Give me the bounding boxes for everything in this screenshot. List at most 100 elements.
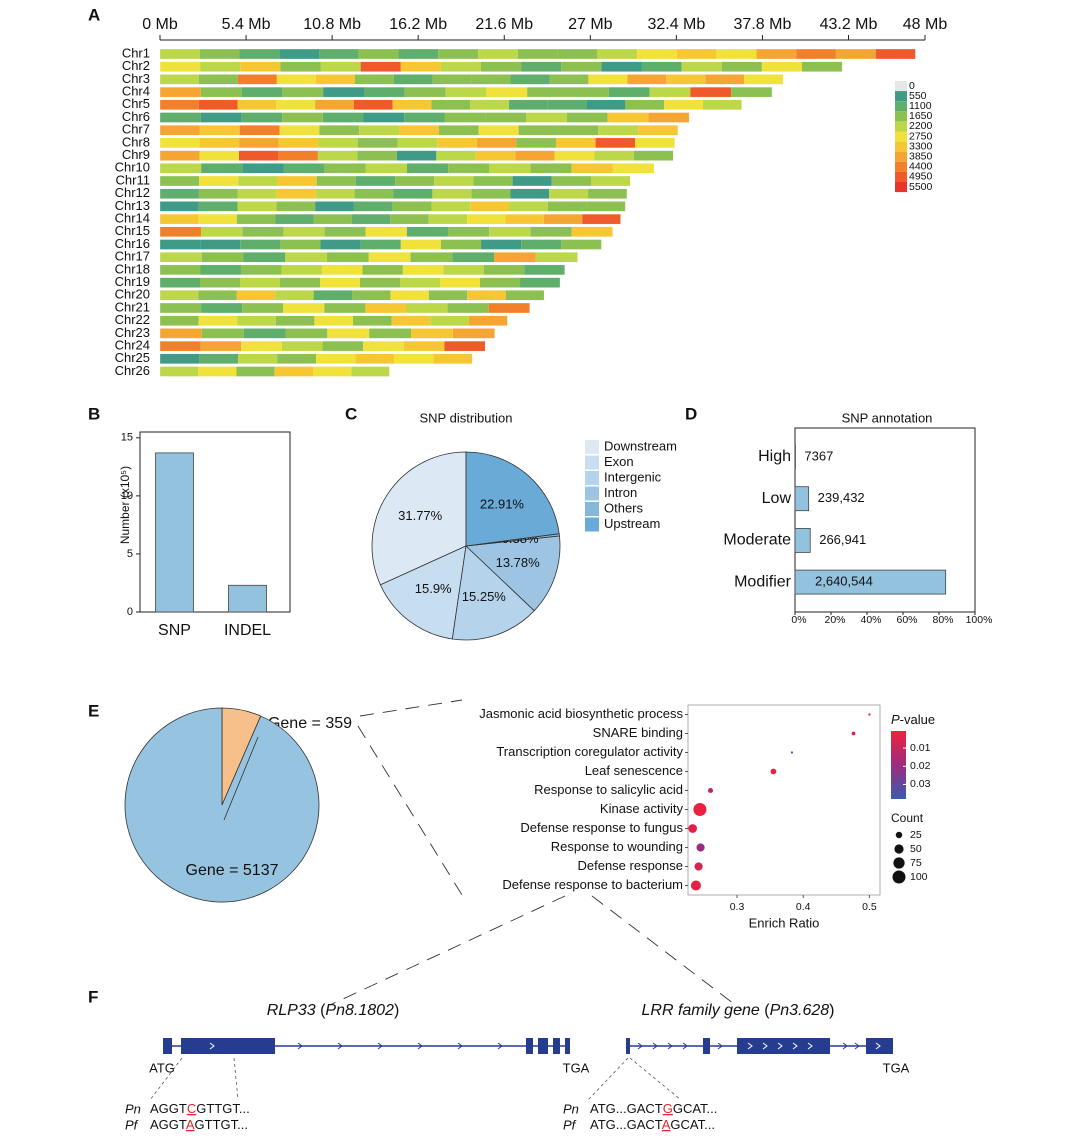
density-cell	[358, 49, 399, 59]
sequence-part: AGGT	[150, 1117, 187, 1132]
bar	[794, 569, 947, 595]
legend-swatch	[585, 517, 599, 532]
legend-swatch	[895, 131, 907, 142]
density-cell	[283, 163, 325, 174]
chromosome-extent	[159, 74, 784, 85]
legend-label: 1100	[909, 100, 932, 112]
density-cell	[160, 353, 200, 364]
density-cell	[637, 49, 677, 59]
chromosome-label: Chr20	[115, 287, 150, 302]
bar	[794, 528, 811, 553]
density-cell	[431, 99, 471, 110]
chromosome-label: Chr6	[122, 109, 150, 124]
density-cell	[473, 176, 513, 186]
density-cell	[731, 87, 772, 98]
dot	[694, 862, 703, 871]
panel-label: D	[685, 404, 697, 423]
density-cell	[359, 125, 400, 136]
density-cell	[237, 201, 277, 212]
zoom-line	[359, 699, 463, 717]
density-cell	[237, 99, 277, 110]
legend-label: Intergenic	[604, 469, 662, 484]
y-tick-label: 10	[121, 490, 133, 502]
density-cell	[648, 112, 690, 123]
density-cell	[430, 315, 469, 326]
density-cell	[238, 353, 278, 364]
density-cell	[241, 87, 283, 98]
term-label: Defense response to bacterium	[502, 877, 683, 892]
title-part: (	[316, 1002, 326, 1019]
density-cell	[666, 74, 706, 85]
intron-arrow	[377, 1042, 383, 1050]
density-cell	[160, 226, 202, 237]
dot	[790, 751, 794, 754]
density-cell	[567, 112, 608, 123]
density-cell	[440, 277, 481, 288]
density-cell	[505, 290, 545, 301]
density-cell	[638, 125, 678, 136]
chromosome-extent	[159, 188, 628, 199]
density-cell	[551, 176, 591, 186]
density-cell	[588, 74, 628, 85]
count-label: 2,640,544	[815, 574, 873, 589]
density-cell	[357, 137, 398, 148]
chromosome-extent	[159, 201, 626, 212]
bar	[155, 452, 194, 613]
density-cell	[835, 49, 876, 59]
zoom-line	[357, 725, 463, 896]
density-cell	[520, 277, 561, 288]
legend-label: 1650	[909, 110, 933, 122]
intron-arrow	[652, 1042, 658, 1050]
density-cell	[160, 112, 201, 123]
sequence-part: GCAT...	[670, 1117, 715, 1132]
density-cell	[280, 61, 321, 72]
density-cell	[369, 328, 412, 339]
density-cell	[201, 328, 244, 339]
density-cell	[521, 239, 562, 250]
density-cell	[160, 214, 199, 225]
density-cell	[633, 150, 674, 161]
chromosome-label: Chr17	[115, 249, 150, 264]
species-label: Pf	[563, 1117, 577, 1132]
exon	[703, 1038, 710, 1054]
density-cell	[705, 74, 745, 85]
density-cell	[488, 303, 530, 313]
density-cell	[315, 74, 355, 85]
density-cell	[198, 99, 238, 110]
title-part: -value	[900, 712, 935, 727]
y-tick-label: 5	[127, 548, 133, 560]
density-cell	[360, 61, 401, 72]
slice-label: 15.25%	[462, 589, 507, 604]
density-cell	[452, 252, 495, 263]
density-cell	[236, 214, 276, 225]
title-part: LRR family gene	[642, 1002, 760, 1019]
zoom-line	[233, 1057, 239, 1101]
density-cell	[353, 201, 393, 212]
density-cell	[410, 252, 453, 263]
density-cell	[444, 341, 486, 352]
density-cell	[160, 315, 199, 326]
density-cell	[279, 49, 320, 59]
density-cell	[160, 303, 202, 313]
density-cell	[324, 163, 366, 174]
density-cell	[364, 87, 405, 98]
density-cell	[351, 214, 391, 225]
intron-arrow	[682, 1042, 688, 1050]
chromosome-label: Chr7	[122, 122, 150, 137]
density-cell	[238, 150, 279, 161]
term-label: Kinase activity	[600, 801, 684, 816]
slice-label: 22.91%	[480, 496, 525, 511]
density-cell	[365, 226, 407, 237]
density-cell	[276, 188, 316, 199]
density-cell	[365, 303, 407, 313]
density-cell	[200, 61, 241, 72]
density-cell	[481, 61, 522, 72]
density-cell	[199, 176, 239, 186]
density-cell	[198, 366, 237, 377]
legend-label: 5500	[909, 181, 933, 193]
dot	[688, 824, 697, 833]
intron-arrow	[457, 1042, 463, 1050]
density-cell	[200, 277, 241, 288]
title-part: P	[891, 712, 900, 727]
